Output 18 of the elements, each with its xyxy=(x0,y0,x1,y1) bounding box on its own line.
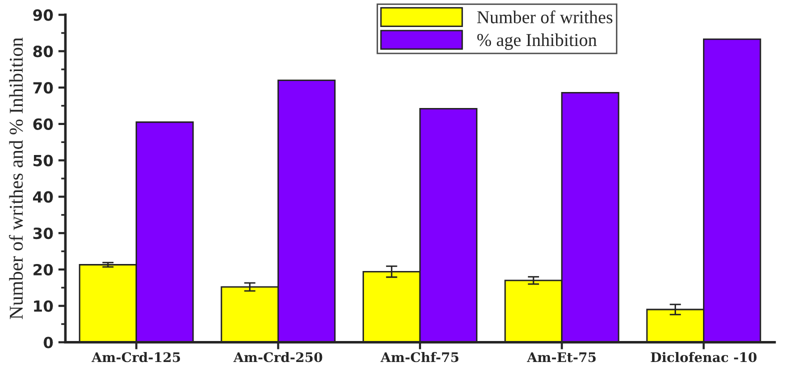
legend-label: Number of writhes xyxy=(477,10,612,24)
legend-label: % age Inhibition xyxy=(477,33,597,50)
y-tick-label: 50 xyxy=(34,154,53,166)
x-tick-label: Am-Et-75 xyxy=(526,352,596,362)
y-tick-label: 0 xyxy=(44,336,53,348)
y-tick-label: 80 xyxy=(33,46,53,58)
y-tick-label: 20 xyxy=(34,264,53,276)
y-tick-label: 30 xyxy=(33,228,53,240)
y-axis-title: Number of writhes and % Inhibition xyxy=(8,38,23,320)
y-tick-label: 10 xyxy=(34,300,53,312)
y-tick-label: 70 xyxy=(33,82,53,94)
x-tick-label: Diclofenac -10 xyxy=(650,352,757,362)
x-tick-label: Am-Crd-250 xyxy=(233,352,322,362)
x-tick-label: Am-Chf-75 xyxy=(380,352,458,362)
y-tick-label: 60 xyxy=(33,118,53,130)
y-tick-label: 90 xyxy=(33,9,53,21)
y-tick-label: 40 xyxy=(33,191,53,203)
x-tick-label: Am-Crd-125 xyxy=(92,352,180,362)
